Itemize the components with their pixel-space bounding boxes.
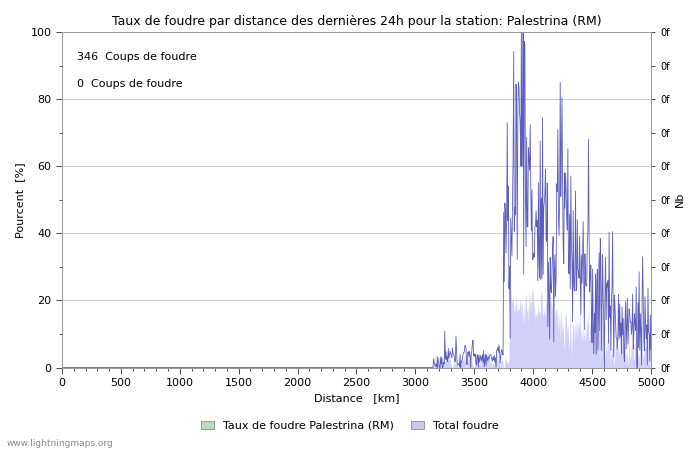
Text: 0  Coups de foudre: 0 Coups de foudre: [77, 79, 182, 89]
Title: Taux de foudre par distance des dernières 24h pour la station: Palestrina (RM): Taux de foudre par distance des dernière…: [111, 15, 601, 28]
Text: www.lightningmaps.org: www.lightningmaps.org: [7, 439, 113, 448]
X-axis label: Distance   [km]: Distance [km]: [314, 393, 399, 404]
Y-axis label: Nb: Nb: [675, 192, 685, 207]
Y-axis label: Pourcent  [%]: Pourcent [%]: [15, 162, 25, 238]
Text: 346  Coups de foudre: 346 Coups de foudre: [77, 52, 197, 62]
Legend: Taux de foudre Palestrina (RM), Total foudre: Taux de foudre Palestrina (RM), Total fo…: [197, 416, 503, 436]
